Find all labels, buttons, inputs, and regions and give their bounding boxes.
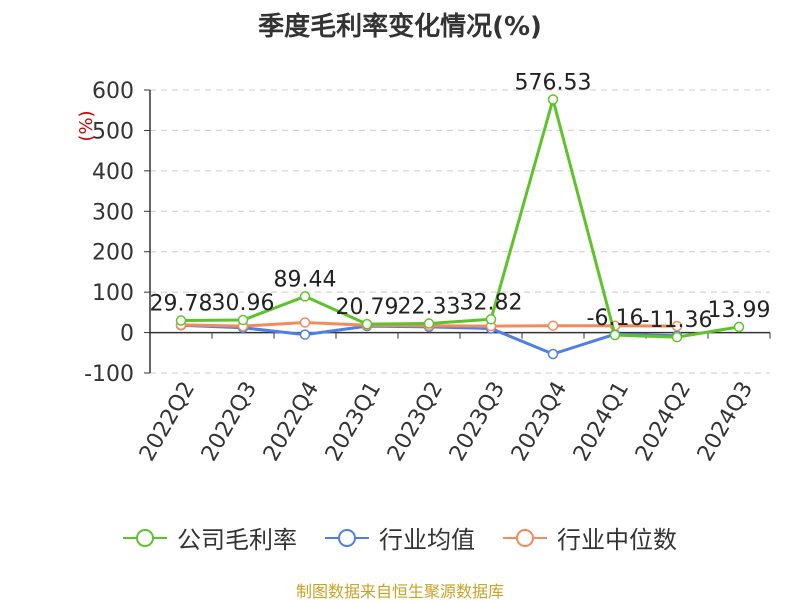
data-label: 13.99 [708,298,771,323]
legend-label: 公司毛利率 [177,526,297,554]
source-note: 制图数据来自恒生聚源数据库 [295,582,504,601]
x-tick-label: 2023Q3 [445,378,510,466]
legend-marker-icon [123,528,167,547]
legend-item-company[interactable]: 公司毛利率 [123,520,297,555]
x-tick-label: 2022Q2 [135,378,200,466]
data-point [733,321,745,333]
y-tick-label: 300 [92,200,134,225]
legend-label: 行业均值 [379,526,475,554]
chart-title: 季度毛利率变化情况(%) [258,12,542,42]
data-label: 22.33 [398,295,461,320]
data-point [485,314,497,325]
series-line [180,97,740,339]
data-point [547,348,559,360]
data-label: -6.16 [587,306,644,331]
data-label: 89.44 [274,267,337,292]
y-tick-label: 600 [92,79,134,104]
y-tick-label: -100 [84,362,134,387]
x-tick-label: 2024Q3 [693,378,758,466]
legend-item-industry-median[interactable]: 行业中位数 [503,520,677,555]
legend-marker-icon [325,528,369,547]
data-point [299,291,311,302]
y-tick-label: 100 [92,281,134,306]
y-tick-label: 0 [120,322,134,347]
y-tick-label: 500 [92,119,134,144]
data-point [361,318,373,330]
x-tick-label: 2023Q4 [507,378,572,466]
legend: 公司毛利率 行业均值 行业中位数 [0,520,800,555]
x-tick-label: 2023Q2 [383,378,448,466]
data-label: 29.78 [150,292,213,317]
data-point [175,315,187,326]
data-label: 20.79 [336,295,399,320]
data-label: 30.96 [212,291,275,316]
y-tick-label: 200 [92,241,134,266]
data-point [299,329,311,340]
legend-label: 行业中位数 [557,526,677,554]
x-tick-label: 2023Q1 [321,378,386,466]
legend-item-industry-mean[interactable]: 行业均值 [325,520,475,555]
x-tick-label: 2024Q2 [631,378,696,466]
data-label: 576.53 [515,70,592,95]
y-tick-label: 400 [92,160,134,185]
x-tick-label: 2022Q4 [259,378,324,466]
data-point [547,320,559,331]
data-point [237,314,249,326]
data-point [671,320,683,332]
y-axis-label: (%) [76,110,97,141]
data-point [547,94,559,105]
x-tick-label: 2022Q3 [197,378,262,466]
data-label: -11.36 [642,308,713,333]
x-tick-label: 2024Q1 [569,378,634,466]
data-point [299,317,311,328]
data-point [671,331,683,343]
data-point [609,329,621,341]
data-label: 32.82 [460,290,523,315]
legend-marker-icon [503,528,547,547]
data-point [423,318,435,329]
